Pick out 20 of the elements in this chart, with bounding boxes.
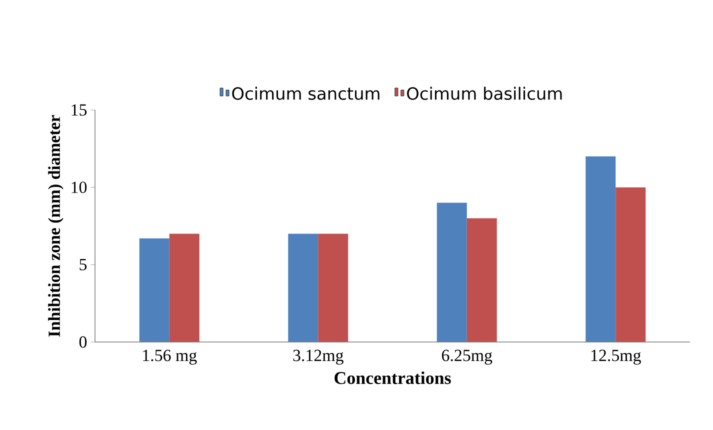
x-tick-label: 1.56 mg <box>143 350 197 365</box>
x-tick-label: 6.25mg <box>442 350 492 365</box>
x-tick-label: 3.12mg <box>293 350 344 365</box>
y-tick-label: 10 <box>72 182 87 194</box>
bar <box>436 202 467 342</box>
bar <box>616 187 646 342</box>
bar <box>318 234 348 342</box>
bar <box>466 218 497 342</box>
bar <box>586 156 616 342</box>
x-axis-title: Concentrations <box>334 371 451 384</box>
legend-label: Ocimum basilicum <box>407 86 562 100</box>
y-tick-label: 15 <box>72 104 87 116</box>
bar <box>139 238 170 342</box>
y-tick-label: 0 <box>79 336 87 348</box>
y-tick-label: 5 <box>80 259 87 270</box>
x-tick-label: 12.5mg <box>591 350 641 365</box>
y-axis-title: Inhibition zone (mm) diameter <box>48 115 64 337</box>
bar <box>169 234 200 342</box>
bar <box>288 234 318 342</box>
legend-label: Ocimum sanctum <box>232 86 380 100</box>
